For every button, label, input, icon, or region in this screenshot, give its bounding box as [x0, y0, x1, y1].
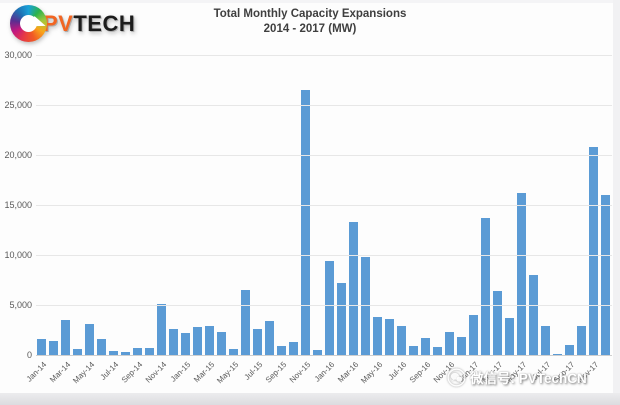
bar-Nov-17: [589, 147, 598, 355]
bar-Jun-14: [97, 339, 106, 355]
y-tick-label: 20,000: [4, 150, 32, 160]
bar-Nov-15: [301, 90, 310, 355]
bar-May-14: [85, 324, 94, 355]
bar-Jul-14: [109, 351, 118, 355]
y-tick-label: 5,000: [9, 300, 32, 310]
gridline: [36, 305, 612, 306]
bar-series: [36, 55, 612, 355]
bar-Mar-17: [493, 291, 502, 355]
bar-Aug-15: [265, 321, 274, 355]
y-tick-label: 15,000: [4, 200, 32, 210]
bar-Jan-16: [325, 261, 334, 355]
bar-Jul-17: [541, 326, 550, 355]
bar-Dec-15: [313, 350, 322, 355]
logo-tech-text: TECH: [73, 10, 136, 36]
bar-Mar-16: [349, 222, 358, 355]
gridline: [36, 155, 612, 156]
watermark-text: 微信号: PVTechCN: [470, 371, 587, 386]
bar-Feb-15: [193, 327, 202, 355]
bar-Nov-16: [445, 332, 454, 355]
bar-Oct-15: [289, 342, 298, 355]
plot-area: 0 5,000 10,000 15,000 20,000 25,000 30,000 Jan-…: [4, 50, 612, 385]
page-edge-right: [613, 0, 620, 393]
wechat-watermark: 微信号: PVTechCN: [447, 367, 587, 387]
bar-Apr-15: [217, 332, 226, 355]
pvtech-swirl-icon: [10, 5, 47, 42]
bar-Nov-14: [157, 304, 166, 355]
bar-Jan-15: [181, 333, 190, 355]
y-tick-label: 30,000: [4, 50, 32, 60]
bar-Oct-17: [577, 326, 586, 355]
bar-Feb-17: [481, 218, 490, 355]
bar-Sep-15: [277, 346, 286, 355]
chart-title: Total Monthly Capacity Expansions 2014 -…: [160, 7, 460, 37]
bar-May-16: [373, 317, 382, 355]
y-tick-label: 25,000: [4, 100, 32, 110]
bar-Dec-17: [601, 195, 610, 355]
x-axis-line: [36, 355, 612, 356]
bar-May-17: [517, 193, 526, 355]
bar-Feb-14: [49, 341, 58, 355]
bar-Aug-14: [121, 352, 130, 355]
bar-Dec-16: [457, 337, 466, 355]
chart-title-line2: 2014 - 2017 (MW): [263, 23, 357, 35]
bar-Jun-16: [385, 319, 394, 355]
bar-Jan-17: [469, 315, 478, 355]
bar-Jan-14: [37, 339, 46, 355]
bar-Sep-14: [133, 348, 142, 355]
page-edge-top: [0, 0, 620, 3]
bar-Oct-16: [433, 347, 442, 355]
bar-Mar-15: [205, 326, 214, 355]
bar-Apr-14: [73, 349, 82, 355]
bar-Jul-15: [253, 329, 262, 355]
bar-Dec-14: [169, 329, 178, 355]
bar-May-15: [229, 349, 238, 355]
gridline: [36, 205, 612, 206]
bar-Jun-15: [241, 290, 250, 355]
gridline: [36, 255, 612, 256]
bar-Mar-14: [61, 320, 70, 355]
pvtech-logo: PVTECH: [10, 5, 135, 42]
bar-Aug-17: [553, 354, 562, 355]
bar-Oct-14: [145, 348, 154, 355]
chart-title-line1: Total Monthly Capacity Expansions: [213, 8, 407, 20]
page-edge-bottom: [0, 393, 620, 405]
logo-pv-text: PV: [43, 10, 74, 36]
bar-Aug-16: [409, 346, 418, 355]
y-tick-label: 10,000: [4, 250, 32, 260]
y-tick-label: 0: [26, 350, 32, 360]
bar-Jul-16: [397, 326, 406, 355]
bar-Sep-16: [421, 338, 430, 355]
gridline: [36, 105, 612, 106]
bar-Apr-16: [361, 257, 370, 355]
wechat-icon: [447, 368, 466, 386]
gridline: [36, 55, 612, 56]
bar-Feb-16: [337, 283, 346, 355]
bar-Apr-17: [505, 318, 514, 355]
bar-Jun-17: [529, 275, 538, 355]
pvtech-logo-text: PVTECH: [43, 11, 135, 37]
bar-Sep-17: [565, 345, 574, 355]
